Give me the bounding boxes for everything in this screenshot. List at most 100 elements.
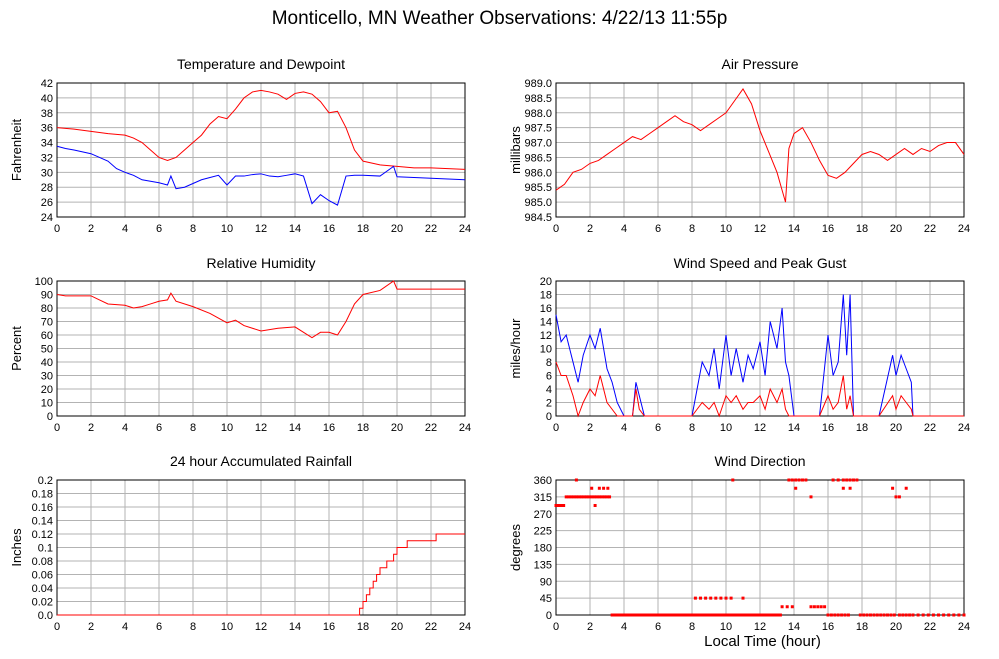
dir-point [707, 613, 711, 617]
pressure-xtick: 0 [553, 223, 559, 235]
rh-xtick: 14 [289, 422, 301, 434]
dir-point [937, 613, 940, 617]
shared-x-axis-label: Local Time (hour) [704, 633, 821, 650]
dir-point [846, 613, 850, 617]
rh-xtick: 2 [88, 422, 94, 434]
rh-ytick: 30 [41, 371, 53, 383]
pressure-ytick: 985.5 [524, 182, 552, 194]
temp-title: Temperature and Dewpoint [177, 56, 345, 72]
rh-xtick: 22 [425, 422, 437, 434]
dir-point [743, 613, 747, 617]
rain-ytick: 0.18 [32, 489, 53, 501]
temp-xtick: 6 [156, 223, 162, 235]
rh-xtick: 20 [391, 422, 403, 434]
dir-point [957, 613, 961, 617]
dir-point [694, 613, 698, 617]
temp-xtick: 14 [289, 223, 301, 235]
dir-point [947, 613, 951, 617]
dir-point [600, 495, 604, 499]
dir-point [809, 605, 813, 609]
dir-point [567, 495, 571, 499]
pressure-xtick: 16 [822, 223, 834, 235]
dir-point [891, 486, 895, 490]
dir-ytick: 225 [534, 526, 552, 538]
wind-ylabel: miles/hour [508, 318, 523, 379]
dir-point [720, 613, 724, 617]
rh-xtick: 10 [221, 422, 233, 434]
pressure-title: Air Pressure [721, 56, 798, 72]
dir-point [812, 605, 816, 609]
wind-xtick: 14 [788, 422, 800, 434]
pressure-xtick: 12 [754, 223, 766, 235]
dir-point [659, 613, 663, 617]
dir-point [892, 613, 896, 617]
dir-point [748, 613, 752, 617]
rain-xtick: 16 [323, 621, 335, 633]
dir-point [671, 613, 675, 617]
pressure-ytick: 988.5 [524, 93, 552, 105]
dir-point [615, 613, 619, 617]
dir-xtick: 22 [924, 621, 936, 633]
dir-point [904, 613, 908, 617]
wind-xtick: 6 [655, 422, 661, 434]
dir-point [648, 613, 652, 617]
dir-point [882, 613, 886, 617]
dir-point [745, 613, 749, 617]
dir-point [595, 495, 599, 499]
dir-point [897, 613, 901, 617]
wind-ytick: 14 [540, 317, 552, 329]
dir-ytick: 360 [534, 475, 552, 487]
dir-point [656, 613, 660, 617]
rh-ytick: 70 [41, 317, 53, 329]
dir-point [872, 613, 876, 617]
dir-point [610, 613, 614, 617]
dir-point [790, 605, 794, 609]
rh-ytick: 20 [41, 384, 53, 396]
dir-point [602, 495, 606, 499]
pressure-ytick: 988.0 [524, 108, 552, 120]
rh-xtick: 18 [357, 422, 369, 434]
dir-point [921, 613, 925, 617]
dir-point [753, 613, 757, 617]
dir-point [714, 596, 718, 600]
temp-ylabel: Fahrenheit [9, 119, 24, 182]
dir-point [886, 613, 889, 617]
dir-point [574, 495, 578, 499]
rain-ytick: 0.14 [32, 516, 53, 528]
dir-point [826, 613, 830, 617]
dir-point [768, 613, 772, 617]
dir-point [564, 495, 568, 499]
rh-ytick: 80 [41, 303, 53, 315]
dir-point [724, 596, 728, 600]
rain-xtick: 0 [54, 621, 60, 633]
dir-point [763, 613, 767, 617]
dir-point [674, 613, 678, 617]
wind-ytick: 10 [540, 344, 552, 356]
dir-ytick: 45 [540, 593, 552, 605]
rh-series-red-line [56, 280, 465, 339]
pressure-frame [555, 82, 965, 218]
pressure-ytick: 986.0 [524, 167, 552, 179]
dir-point [845, 478, 849, 482]
rain-xtick: 10 [221, 621, 233, 633]
dir-point [620, 613, 624, 617]
dir-point [699, 613, 703, 617]
wind-ytick: 6 [546, 371, 552, 383]
temp-ytick: 42 [41, 78, 53, 90]
dir-point [794, 486, 798, 490]
dir-xtick: 4 [621, 621, 627, 633]
dir-point [702, 613, 706, 617]
dir-point [569, 495, 573, 499]
temp-xtick: 20 [391, 223, 403, 235]
dir-point [836, 478, 840, 482]
dir-point [666, 613, 670, 617]
dir-point [625, 613, 629, 617]
dir-point [590, 495, 594, 499]
wind-series-red-line [555, 361, 964, 418]
pressure-ytick: 985.0 [524, 197, 552, 209]
dir-point [669, 613, 673, 617]
wind-ytick: 16 [540, 303, 552, 315]
temp-xtick: 18 [357, 223, 369, 235]
dir-point [699, 596, 702, 600]
